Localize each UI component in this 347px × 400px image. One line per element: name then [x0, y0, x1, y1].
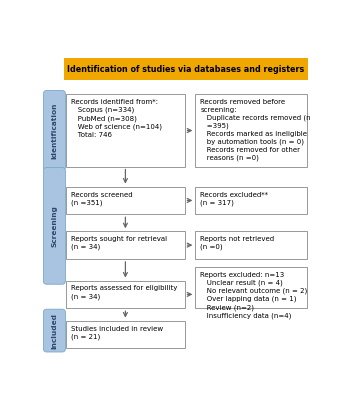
FancyBboxPatch shape	[195, 231, 307, 259]
Text: Screening: Screening	[51, 205, 57, 247]
Text: Studies included in review
(n = 21): Studies included in review (n = 21)	[71, 326, 163, 340]
FancyBboxPatch shape	[64, 58, 308, 80]
FancyBboxPatch shape	[66, 94, 185, 166]
FancyBboxPatch shape	[66, 280, 185, 308]
Text: Records excluded**
(n = 317): Records excluded** (n = 317)	[200, 192, 268, 206]
FancyBboxPatch shape	[66, 231, 185, 259]
Text: Records removed before
screening:
   Duplicate records removed (n
   =395)
   Re: Records removed before screening: Duplic…	[200, 99, 311, 161]
FancyBboxPatch shape	[66, 186, 185, 214]
Text: Identification of studies via databases and registers: Identification of studies via databases …	[67, 65, 305, 74]
FancyBboxPatch shape	[43, 309, 66, 352]
FancyBboxPatch shape	[195, 94, 307, 166]
FancyBboxPatch shape	[43, 90, 66, 170]
Text: Included: Included	[51, 312, 57, 348]
Text: Reports assessed for eligibility
(n = 34): Reports assessed for eligibility (n = 34…	[71, 286, 177, 300]
FancyBboxPatch shape	[66, 320, 185, 348]
Text: Reports sought for retrieval
(n = 34): Reports sought for retrieval (n = 34)	[71, 236, 167, 250]
Text: Identification: Identification	[51, 102, 57, 158]
Text: Records identified from*:
   Scopus (n=334)
   PubMed (n=308)
   Web of science : Records identified from*: Scopus (n=334)…	[71, 99, 162, 138]
Text: Reports not retrieved
(n =0): Reports not retrieved (n =0)	[200, 236, 274, 250]
Text: Reports excluded: n=13
   Unclear result (n = 4)
   No relevant outcome (n = 2)
: Reports excluded: n=13 Unclear result (n…	[200, 272, 307, 319]
FancyBboxPatch shape	[195, 267, 307, 308]
Text: Records screened
(n =351): Records screened (n =351)	[71, 192, 133, 206]
FancyBboxPatch shape	[195, 186, 307, 214]
FancyBboxPatch shape	[43, 168, 66, 284]
